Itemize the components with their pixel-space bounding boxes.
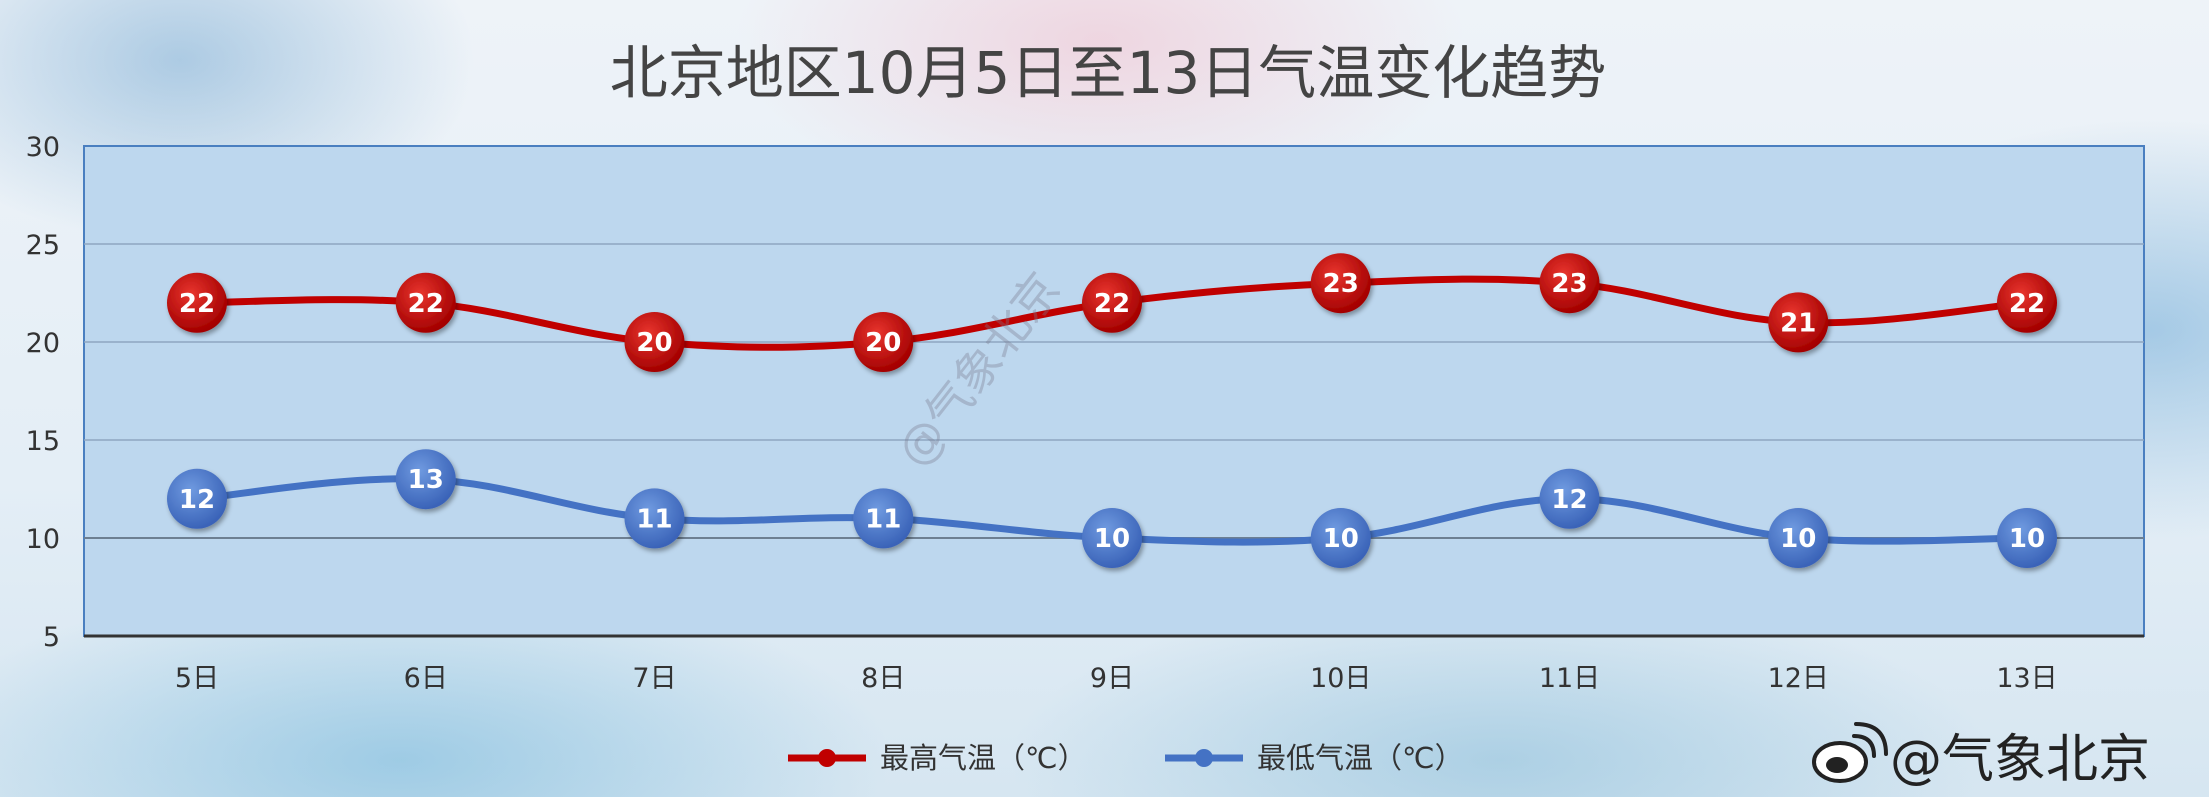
data-point-max-10日 <box>1310 253 1371 314</box>
series-min-temp: 12 13 11 11 10 10 12 10 10 <box>167 449 2057 568</box>
data-label-min-8日: 11 <box>865 504 901 534</box>
data-label-min-6日: 13 <box>408 465 444 495</box>
x-tick-label-5日: 5日 <box>175 663 219 694</box>
y-tick-label-10: 10 <box>26 524 60 555</box>
data-label-max-13日: 22 <box>2009 289 2045 319</box>
data-point-min-6日 <box>395 449 456 510</box>
legend-marker-min <box>1195 749 1213 767</box>
y-tick-label-5: 5 <box>43 622 60 653</box>
data-label-min-12日: 10 <box>1780 524 1816 554</box>
x-tick-label-7日: 7日 <box>632 663 676 694</box>
watermark-brand-text: @气象北京 <box>1890 730 2150 790</box>
data-point-min-5日 <box>167 468 227 529</box>
data-point-max-8日 <box>853 312 914 372</box>
data-label-min-13日: 10 <box>2009 524 2045 554</box>
legend-marker-max <box>818 749 836 767</box>
data-label-max-8日: 20 <box>865 328 901 358</box>
data-point-max-5日 <box>167 272 227 333</box>
x-tick-label-13日: 13日 <box>1996 663 2057 694</box>
data-point-max-6日 <box>395 272 456 333</box>
legend-label-min: 最低气温（℃） <box>1257 741 1464 775</box>
chart-title: 北京地区10月5日至13日气温变化趋势 <box>610 39 1607 107</box>
data-point-min-12日 <box>1768 508 1829 568</box>
y-tick-label-15: 15 <box>26 426 60 457</box>
weibo-icon <box>1812 722 1888 783</box>
x-tick-label-12日: 12日 <box>1768 663 1829 694</box>
x-tick-label-10日: 10日 <box>1310 663 1371 694</box>
data-label-min-9日: 10 <box>1094 524 1130 554</box>
y-tick-label-30: 30 <box>26 132 60 163</box>
series-max-temp: 22 22 20 20 22 23 23 21 22 <box>167 253 2057 372</box>
data-label-max-12日: 21 <box>1780 308 1816 338</box>
data-label-max-7日: 20 <box>636 328 672 358</box>
data-point-max-9日 <box>1082 272 1142 333</box>
data-point-min-9日 <box>1082 508 1142 568</box>
legend-label-max: 最高气温（℃） <box>880 741 1087 775</box>
data-label-min-5日: 12 <box>179 485 215 515</box>
data-label-max-9日: 22 <box>1094 289 1130 319</box>
y-tick-label-25: 25 <box>26 230 60 261</box>
data-point-max-7日 <box>624 312 685 372</box>
data-label-max-10日: 23 <box>1323 269 1359 299</box>
x-tick-label-6日: 6日 <box>404 663 448 694</box>
data-label-min-10日: 10 <box>1323 524 1359 554</box>
legend: 最高气温（℃） 最低气温（℃） <box>788 741 1464 775</box>
data-point-min-7日 <box>624 488 685 549</box>
data-point-min-10日 <box>1310 508 1371 568</box>
data-label-max-11日: 23 <box>1551 269 1587 299</box>
data-point-min-13日 <box>1997 508 2057 568</box>
x-tick-label-11日: 11日 <box>1539 663 1600 694</box>
data-label-min-7日: 11 <box>636 504 672 534</box>
x-axis-ticks: 5日 6日 7日 8日 9日 10日 11日 12日 13日 <box>175 663 2058 694</box>
data-label-max-6日: 22 <box>408 289 444 319</box>
y-tick-label-20: 20 <box>26 328 60 359</box>
series-layer: 22 22 20 20 22 23 23 21 22 12 13 11 11 10 10 12 10 10 <box>167 253 2057 568</box>
data-label-min-11日: 12 <box>1551 485 1587 515</box>
data-point-max-12日 <box>1768 292 1829 353</box>
data-point-max-13日 <box>1997 272 2057 333</box>
x-tick-label-8日: 8日 <box>861 663 905 694</box>
x-tick-label-9日: 9日 <box>1090 663 1134 694</box>
data-point-min-11日 <box>1539 468 1600 529</box>
data-point-max-11日 <box>1539 253 1600 314</box>
data-label-max-5日: 22 <box>179 289 215 319</box>
data-point-min-8日 <box>853 488 914 549</box>
y-axis-ticks: 5 10 15 20 25 30 <box>26 132 60 653</box>
